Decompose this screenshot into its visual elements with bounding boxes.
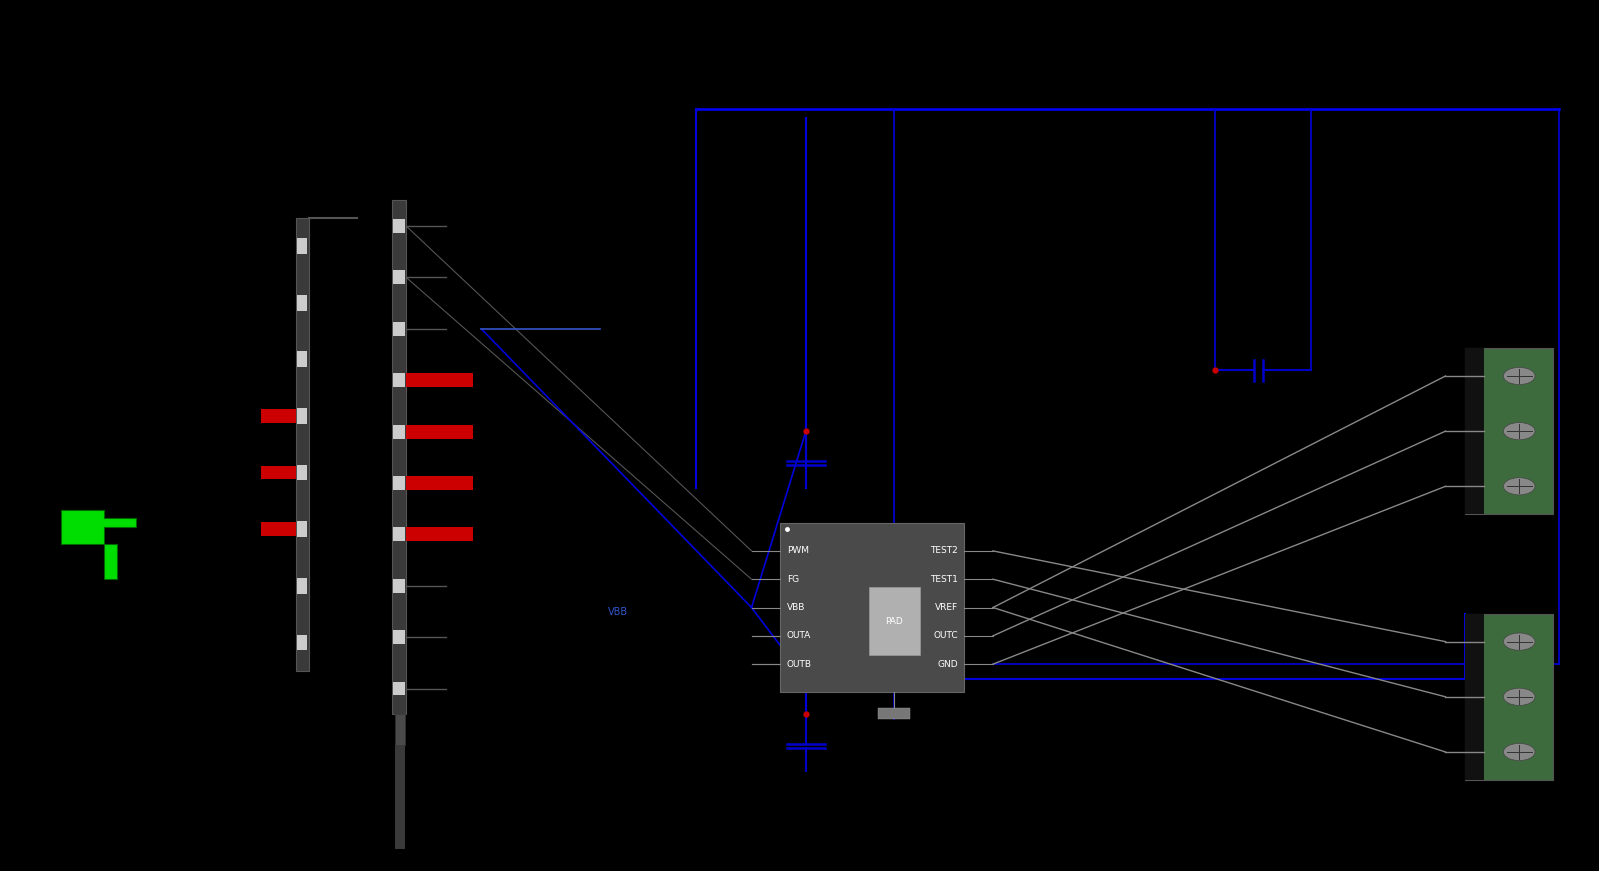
Bar: [261, 409, 296, 423]
Bar: [297, 634, 307, 650]
Text: OUTB: OUTB: [787, 659, 812, 669]
Text: OUTA: OUTA: [787, 631, 811, 640]
Bar: [878, 708, 910, 719]
Text: TEST1: TEST1: [931, 575, 958, 584]
Text: VBB: VBB: [787, 603, 804, 612]
Bar: [393, 424, 405, 438]
Text: TEST2: TEST2: [931, 546, 958, 556]
Text: FG: FG: [787, 575, 800, 584]
Bar: [392, 200, 406, 714]
Circle shape: [1503, 688, 1535, 706]
Bar: [393, 578, 405, 592]
Text: GND: GND: [937, 659, 958, 669]
Bar: [393, 527, 405, 541]
Text: PWM: PWM: [787, 546, 809, 556]
Bar: [393, 373, 405, 387]
Circle shape: [1503, 477, 1535, 495]
Bar: [261, 465, 296, 479]
Bar: [393, 321, 405, 335]
Bar: [297, 465, 307, 481]
Bar: [1465, 348, 1484, 514]
Bar: [395, 714, 405, 745]
Circle shape: [1503, 633, 1535, 651]
Bar: [395, 745, 405, 849]
Bar: [1465, 614, 1553, 780]
Bar: [297, 351, 307, 368]
Bar: [297, 239, 307, 254]
Text: OUTC: OUTC: [934, 631, 958, 640]
Bar: [406, 373, 473, 387]
Circle shape: [1503, 743, 1535, 760]
Bar: [297, 521, 307, 537]
Bar: [297, 408, 307, 424]
Polygon shape: [61, 510, 136, 544]
Bar: [393, 219, 405, 233]
Circle shape: [1503, 368, 1535, 385]
Bar: [393, 476, 405, 490]
Bar: [297, 294, 307, 311]
Bar: [406, 476, 473, 490]
Text: VBB: VBB: [608, 607, 628, 618]
Bar: [1465, 348, 1553, 514]
Bar: [297, 578, 307, 594]
Circle shape: [1503, 422, 1535, 440]
Bar: [1465, 614, 1484, 780]
Bar: [261, 523, 296, 537]
Bar: [406, 527, 473, 541]
Polygon shape: [104, 544, 117, 579]
Bar: [406, 424, 473, 438]
Bar: [393, 270, 405, 284]
Bar: [296, 218, 309, 671]
Text: PAD: PAD: [886, 617, 903, 625]
Bar: [393, 681, 405, 695]
Text: VREF: VREF: [935, 603, 958, 612]
Bar: [393, 630, 405, 644]
Bar: [868, 587, 919, 655]
Bar: [780, 523, 964, 692]
